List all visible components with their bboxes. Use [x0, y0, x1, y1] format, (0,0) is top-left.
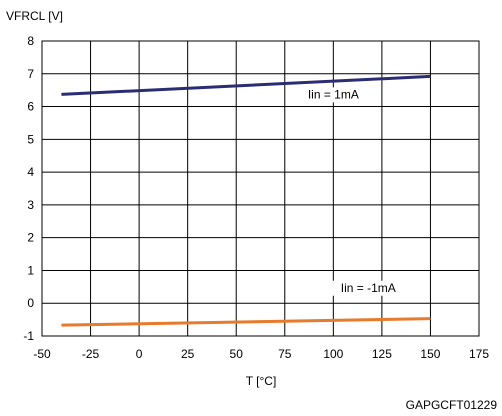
- figure-code: GAPGCFT01229: [406, 398, 498, 412]
- series-line-0: [61, 74, 431, 96]
- x-tick-labels: -50 -25 0 25 50 75 100 125 150 175: [33, 347, 489, 361]
- y-tick-label-7: 6: [27, 100, 34, 114]
- series-lines: [61, 74, 431, 327]
- plot-frame: [41, 40, 480, 337]
- y-tick-label-5: 4: [27, 165, 34, 179]
- y-tick-label-3: 2: [27, 231, 34, 245]
- x-tick-label-6: 100: [323, 347, 343, 361]
- grid: [41, 40, 480, 337]
- y-tick-label-1: 0: [27, 296, 34, 310]
- x-tick-label-3: 25: [181, 347, 195, 361]
- series-label-1: Iin = -1mA: [341, 281, 396, 295]
- x-tick-label-4: 50: [230, 347, 244, 361]
- y-tick-labels: -1 0 1 2 3 4 5 6 7 8: [23, 34, 34, 343]
- x-tick-label-8: 150: [420, 347, 440, 361]
- y-tick-label-6: 5: [27, 132, 34, 146]
- y-tick-label-9: 8: [27, 34, 34, 48]
- y-tick-label-4: 3: [27, 198, 34, 212]
- x-tick-label-7: 125: [372, 347, 392, 361]
- x-tick-label-0: -50: [33, 347, 51, 361]
- x-tick-label-2: 0: [136, 347, 143, 361]
- y-tick-label-2: 1: [27, 263, 34, 277]
- x-tick-label-9: 175: [469, 347, 489, 361]
- y-axis-title: VFRCL [V]: [6, 9, 63, 23]
- y-tick-label-8: 7: [27, 67, 34, 81]
- x-tick-label-1: -25: [82, 347, 100, 361]
- series-labels: Iin = 1mA Iin = -1mA: [300, 87, 405, 296]
- series-label-bg-1: [332, 280, 405, 296]
- y-tick-label-0: -1: [23, 329, 34, 343]
- x-tick-label-5: 75: [278, 347, 292, 361]
- series-label-bg-0: [300, 87, 367, 103]
- x-axis-title: T [°C]: [246, 374, 277, 388]
- series-label-0: Iin = 1mA: [308, 87, 359, 101]
- series-line-1: [61, 317, 431, 327]
